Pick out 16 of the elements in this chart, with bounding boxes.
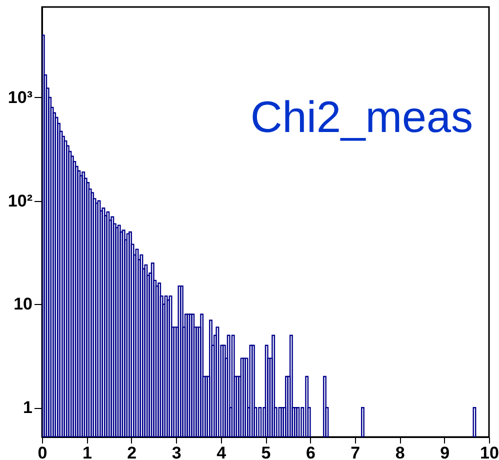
x-tick-label: 4 [216,444,227,460]
x-tick-label: 5 [261,444,271,460]
text: Chi2_meas [250,93,473,142]
x-tick-label: 1 [82,444,92,460]
x-tick-label: 2 [127,444,137,460]
x-tick-label: 3 [172,444,182,460]
y-tick-label: 10³ [8,88,33,107]
x-tick-label: 0 [38,444,48,460]
y-tick-label: 10 [14,294,32,314]
x-tick-label: 6 [306,444,316,460]
y-tick-label: 10² [8,191,33,210]
x-tick-label: 7 [350,444,360,460]
x-tick-label: 10 [480,444,499,460]
x-tick-label: 9 [440,444,450,460]
x-tick-label: 8 [395,444,405,460]
y-tick-label: 1 [23,398,32,418]
